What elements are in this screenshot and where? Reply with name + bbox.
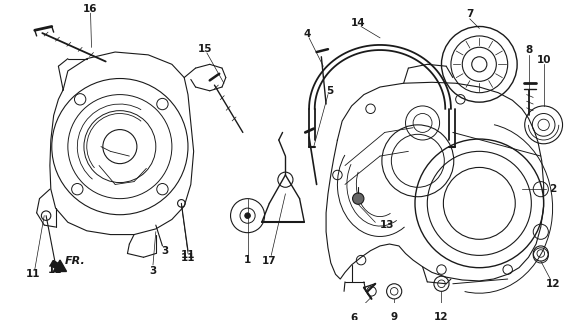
Text: 4: 4 — [304, 29, 311, 39]
Text: 9: 9 — [391, 312, 398, 320]
Text: 12: 12 — [434, 312, 449, 320]
FancyArrow shape — [50, 260, 67, 272]
Text: 16: 16 — [83, 4, 98, 14]
Text: 11: 11 — [181, 253, 195, 263]
Text: 1: 1 — [244, 255, 251, 265]
Text: 17: 17 — [262, 256, 277, 266]
Text: 11: 11 — [181, 250, 195, 260]
Text: 11: 11 — [26, 269, 40, 279]
Circle shape — [353, 193, 364, 204]
Text: 3: 3 — [149, 266, 157, 276]
Text: 5: 5 — [326, 86, 333, 96]
Circle shape — [245, 213, 250, 219]
Text: 13: 13 — [379, 220, 394, 230]
Text: 2: 2 — [549, 184, 557, 194]
Text: FR.: FR. — [65, 256, 86, 266]
Text: 6: 6 — [351, 313, 358, 320]
Text: 3: 3 — [161, 246, 169, 256]
Text: 11: 11 — [49, 265, 63, 275]
Text: 12: 12 — [546, 279, 560, 289]
Text: 7: 7 — [466, 9, 473, 19]
Text: 15: 15 — [198, 44, 212, 54]
Text: 8: 8 — [526, 45, 533, 55]
Text: 14: 14 — [351, 18, 366, 28]
Text: 10: 10 — [536, 55, 551, 65]
